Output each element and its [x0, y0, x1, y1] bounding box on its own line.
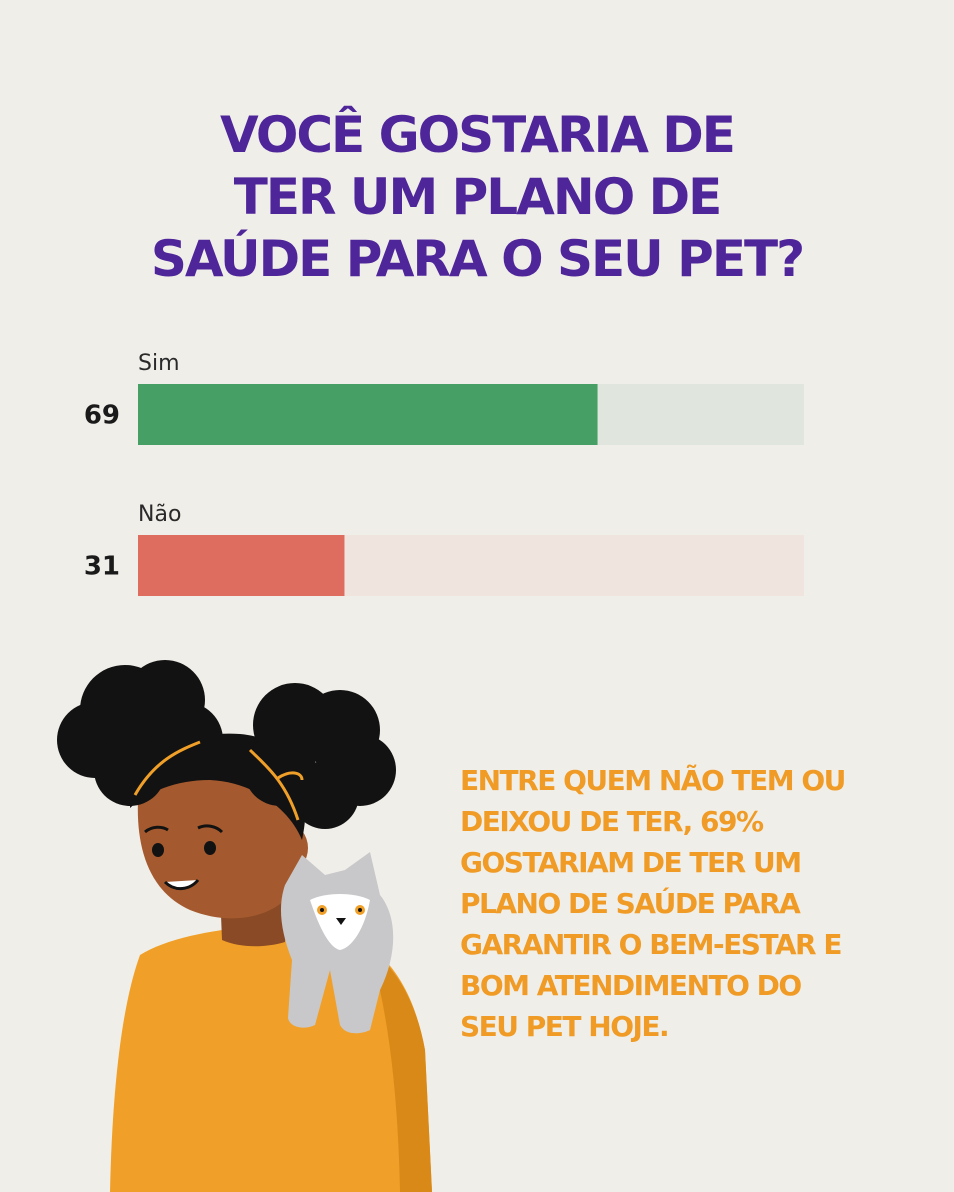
cat [280, 852, 394, 1034]
title-line-2: TER UM PLANO DE [233, 168, 723, 226]
title-line-3: SAÚDE PARA O SEU PET? [150, 230, 805, 288]
summary-line-5: GARANTIR O BEM-ESTAR E [460, 928, 842, 961]
summary-line-6: BOM ATENDIMENTO DO [460, 969, 802, 1002]
smile [163, 878, 200, 890]
summary-text: ENTRE QUEM NÃO TEM OU DEIXOU DE TER, 69%… [460, 760, 940, 1047]
value-label-nao: 31 [84, 552, 120, 582]
summary-line-2: DEIXOU DE TER, 69% [460, 805, 764, 838]
ear [268, 824, 308, 872]
left-hair-puff [57, 660, 223, 806]
girl-with-cat-illustration [57, 660, 432, 1192]
hair-tie-left [133, 740, 201, 796]
summary-line-1: ENTRE QUEM NÃO TEM OU [460, 764, 846, 797]
category-label-sim: Sim [138, 351, 180, 376]
right-hair-puff [244, 683, 396, 829]
sweater-shadow [370, 950, 432, 1192]
summary-line-7: SEU PET HOJE. [460, 1010, 670, 1043]
page-title: VOCÊ GOSTARIA DE TER UM PLANO DE SAÚDE P… [0, 104, 954, 290]
left-eye [152, 843, 164, 857]
category-label-nao: Não [138, 502, 181, 527]
value-label-sim: 69 [84, 401, 120, 431]
cat-nose [336, 918, 346, 925]
bar-sim [138, 384, 598, 445]
poll-bar-chart: Sim 69 Não 31 [84, 351, 804, 596]
right-eye [204, 841, 216, 855]
hair-tie-right [248, 748, 304, 821]
bar-nao [138, 535, 345, 596]
title-line-1: VOCÊ GOSTARIA DE [220, 106, 736, 164]
eyebrows [144, 824, 224, 834]
summary-line-4: PLANO DE SAÚDE PARA [460, 887, 801, 920]
summary-line-3: GOSTARIAM DE TER UM [460, 846, 802, 879]
